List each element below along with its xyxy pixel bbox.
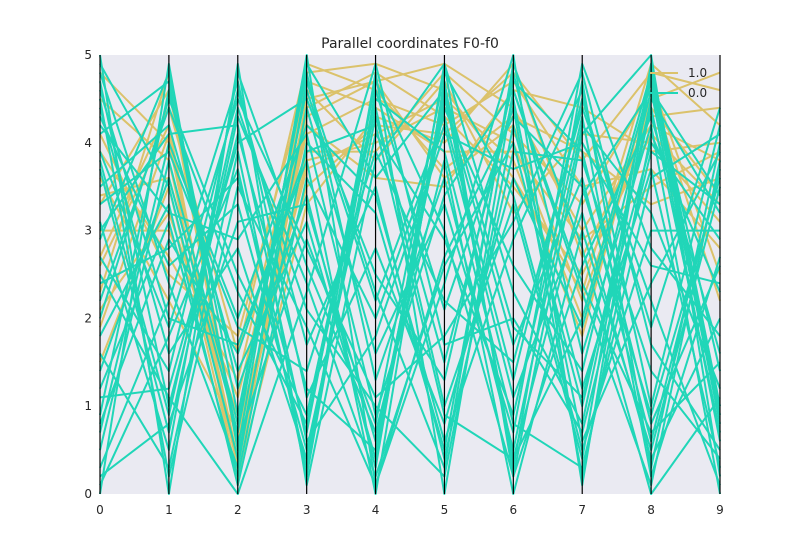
series-line <box>99 97 721 460</box>
legend-label: 0.0 <box>688 86 707 100</box>
y-tick-label: 2 <box>84 311 92 325</box>
series-line <box>99 62 721 495</box>
x-tick-label: 6 <box>510 503 518 517</box>
x-tick-labels: 0 1 2 3 4 5 6 7 8 9 <box>96 503 724 517</box>
series-line <box>99 80 721 381</box>
series-line <box>99 98 721 487</box>
series-line <box>99 62 721 495</box>
series-line <box>99 89 721 478</box>
series-group-0.0 <box>99 54 721 495</box>
y-tick-label: 5 <box>84 48 92 62</box>
x-tick-label: 3 <box>303 503 311 517</box>
series-line <box>99 71 721 460</box>
series-line <box>99 89 721 478</box>
x-tick-label: 9 <box>716 503 724 517</box>
x-tick-label: 2 <box>234 503 242 517</box>
series-line <box>99 71 721 495</box>
y-tick-label: 4 <box>84 136 92 150</box>
series-line <box>99 71 721 451</box>
series-line <box>99 124 721 443</box>
y-tick-label: 0 <box>84 487 92 501</box>
legend-item: 0.0 <box>650 86 707 100</box>
legend-item: 1.0 <box>650 66 707 80</box>
x-tick-label: 8 <box>647 503 655 517</box>
series-line <box>99 97 721 469</box>
series-line <box>99 62 721 434</box>
y-tick-label: 1 <box>84 399 92 413</box>
series-line <box>99 89 721 434</box>
series-line <box>99 89 721 451</box>
x-tick-label: 5 <box>441 503 449 517</box>
series-lines <box>99 54 721 495</box>
x-tick-label: 0 <box>96 503 104 517</box>
x-tick-label: 7 <box>578 503 586 517</box>
series-line <box>99 80 721 425</box>
x-tick-label: 4 <box>372 503 380 517</box>
chart-title: Parallel coordinates F0-f0 <box>321 36 499 52</box>
vertical-axes <box>99 55 721 494</box>
y-tick-label: 3 <box>84 224 92 238</box>
y-tick-labels: 0 1 2 3 4 5 <box>84 48 92 501</box>
series-line <box>99 89 721 443</box>
legend-label: 1.0 <box>688 66 707 80</box>
series-line <box>99 71 720 452</box>
series-line <box>99 124 721 487</box>
legend: 1.00.0 <box>650 66 707 100</box>
x-tick-label: 1 <box>165 503 173 517</box>
